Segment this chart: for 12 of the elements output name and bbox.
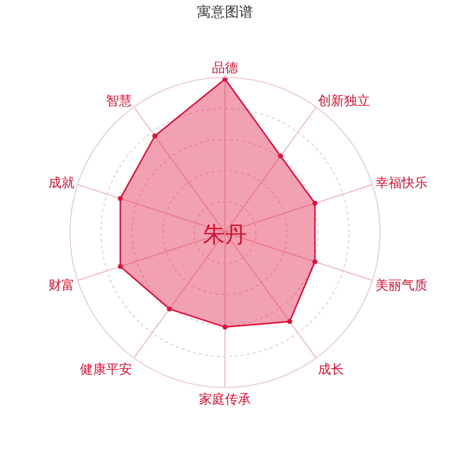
spoke-label: 成长 bbox=[318, 362, 344, 378]
spoke-label: 创新独立 bbox=[318, 93, 370, 110]
text: 朱丹 bbox=[203, 223, 247, 248]
chart-title: 寓意图谱 bbox=[197, 4, 253, 21]
spoke-label: 成就 bbox=[48, 176, 75, 192]
spoke-label: 美丽气质 bbox=[375, 278, 428, 294]
spoke-label: 家庭传承 bbox=[199, 392, 251, 408]
spoke-label: 财富 bbox=[48, 278, 75, 294]
spoke-label: 健康平安 bbox=[80, 362, 132, 378]
spoke-label: 品德 bbox=[212, 60, 238, 76]
spoke-label: 幸福快乐 bbox=[375, 176, 428, 192]
spoke-label: 智慧 bbox=[106, 94, 132, 110]
